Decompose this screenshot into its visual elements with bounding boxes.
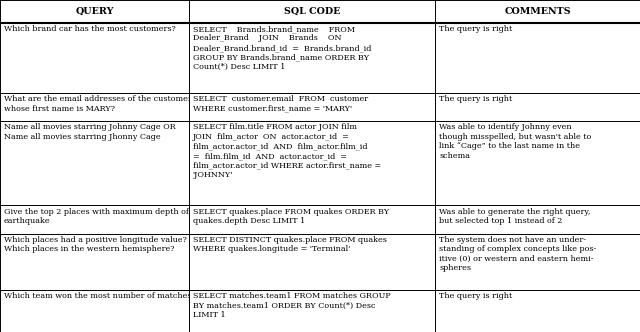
Text: The system does not have an under-
standing of complex concepts like pos-
itive : The system does not have an under- stand…	[439, 236, 596, 273]
Text: Which brand car has the most customers?: Which brand car has the most customers?	[4, 25, 175, 33]
Text: SELECT film.title FROM actor JOIN film
JOIN  film_actor  ON  actor.actor_id  =
f: SELECT film.title FROM actor JOIN film J…	[193, 124, 381, 179]
Text: The query is right: The query is right	[439, 25, 512, 33]
Text: COMMENTS: COMMENTS	[504, 7, 571, 16]
Text: Which places had a positive longitude value? OR
Which places in the western hemi: Which places had a positive longitude va…	[4, 236, 202, 253]
Text: What are the email addresses of the customer
whose first name is MARY?: What are the email addresses of the cust…	[4, 95, 191, 113]
Text: Was able to generate the right query,
but selected top 1 instead of 2: Was able to generate the right query, bu…	[439, 208, 591, 225]
Text: SELECT matches.team1 FROM matches GROUP
BY matches.team1 ORDER BY Count(*) Desc
: SELECT matches.team1 FROM matches GROUP …	[193, 292, 390, 319]
Text: Name all movies starring Johnny Cage OR
Name all movies starring Jhonny Cage: Name all movies starring Johnny Cage OR …	[4, 124, 175, 141]
Text: The query is right: The query is right	[439, 95, 512, 103]
Text: SELECT  customer.email  FROM  customer
WHERE customer.first_name = 'MARY': SELECT customer.email FROM customer WHER…	[193, 95, 368, 113]
Text: Was able to identify Johnny even
though misspelled, but wasn't able to
link “Cag: Was able to identify Johnny even though …	[439, 124, 591, 160]
Text: Which team won the most number of matches?: Which team won the most number of matche…	[4, 292, 196, 300]
Text: SQL CODE: SQL CODE	[284, 7, 340, 16]
Text: The query is right: The query is right	[439, 292, 512, 300]
Text: SELECT    Brands.brand_name    FROM
Dealer_Brand    JOIN    Brands    ON
Dealer_: SELECT Brands.brand_name FROM Dealer_Bra…	[193, 25, 371, 71]
Text: Give the top 2 places with maximum depth of
earthquake: Give the top 2 places with maximum depth…	[4, 208, 189, 225]
Text: SELECT DISTINCT quakes.place FROM quakes
WHERE quakes.longitude = 'Terminal': SELECT DISTINCT quakes.place FROM quakes…	[193, 236, 387, 253]
Text: SELECT quakes.place FROM quakes ORDER BY
quakes.depth Desc LIMIT 1: SELECT quakes.place FROM quakes ORDER BY…	[193, 208, 389, 225]
Text: QUERY: QUERY	[75, 7, 114, 16]
